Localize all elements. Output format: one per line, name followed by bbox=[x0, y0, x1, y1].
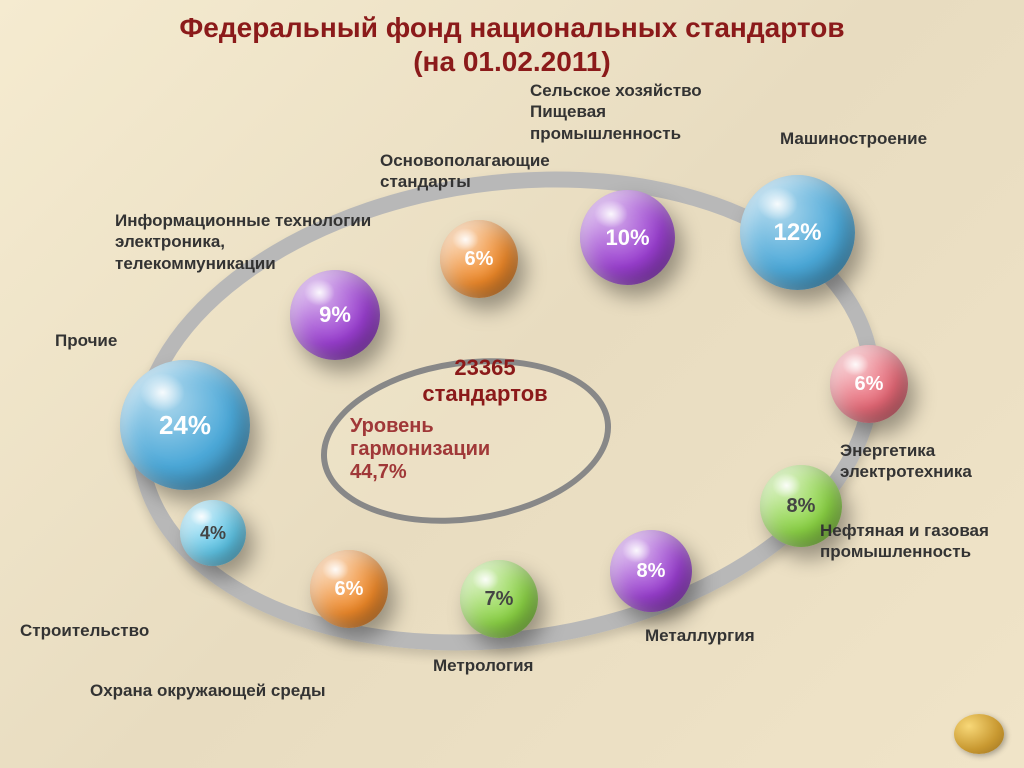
label-stroit: Строительство bbox=[20, 620, 170, 641]
bubble-value-osnov: 6% bbox=[465, 248, 494, 271]
label-neft: Нефтяная и газовая промышленность bbox=[820, 520, 1010, 563]
bubble-value-prochie: 24% bbox=[159, 410, 211, 441]
label-energ: Энергетика электротехника bbox=[840, 440, 1000, 483]
bubble-energ: 6% bbox=[830, 345, 908, 423]
chart-stage: 23365 стандартов Уровень гармонизации 44… bbox=[20, 80, 1004, 740]
center-harm-value: 44,7% bbox=[350, 461, 407, 483]
label-mashin: Машиностроение bbox=[780, 128, 960, 149]
bubble-stroit: 4% bbox=[180, 500, 246, 566]
bubble-value-mashin: 12% bbox=[773, 219, 821, 247]
label-osnov: Основополагающие стандарты bbox=[380, 150, 580, 193]
bubble-value-metrol: 7% bbox=[485, 588, 514, 611]
bubble-mashin: 12% bbox=[740, 175, 855, 290]
logo-icon bbox=[954, 714, 1004, 754]
center-harm: Уровень гармонизации 44,7% bbox=[350, 415, 550, 484]
bubble-value-energ: 6% bbox=[855, 373, 884, 396]
bubble-metrol: 7% bbox=[460, 560, 538, 638]
bubble-value-neft: 8% bbox=[787, 495, 816, 518]
bubble-value-selkh: 10% bbox=[605, 225, 649, 251]
bubble-osnov: 6% bbox=[440, 220, 518, 298]
bubble-okhrana: 6% bbox=[310, 550, 388, 628]
bubble-metall: 8% bbox=[610, 530, 692, 612]
bubble-it: 9% bbox=[290, 270, 380, 360]
center-total-value: 23365 bbox=[454, 355, 515, 380]
center-total-sub: стандартов bbox=[422, 381, 547, 406]
bubble-selkh: 10% bbox=[580, 190, 675, 285]
label-metrol: Метрология bbox=[433, 655, 583, 676]
label-okhrana: Охрана окружающей среды bbox=[90, 680, 350, 701]
label-metall: Металлургия bbox=[645, 625, 795, 646]
center-total: 23365 стандартов bbox=[400, 355, 570, 407]
bubble-value-metall: 8% bbox=[637, 560, 666, 583]
bubble-prochie: 24% bbox=[120, 360, 250, 490]
label-it: Информационные технологии электроника, т… bbox=[115, 210, 375, 274]
page-subtitle: (на 01.02.2011) bbox=[0, 46, 1024, 78]
bubble-value-it: 9% bbox=[319, 302, 351, 328]
label-selkh: Сельское хозяйство Пищевая промышленност… bbox=[530, 80, 710, 144]
bubble-value-okhrana: 6% bbox=[335, 578, 364, 601]
page-title: Федеральный фонд национальных стандартов bbox=[0, 0, 1024, 44]
center-harm-label: Уровень гармонизации bbox=[350, 415, 490, 460]
bubble-value-stroit: 4% bbox=[200, 523, 226, 544]
label-prochie: Прочие bbox=[55, 330, 145, 351]
